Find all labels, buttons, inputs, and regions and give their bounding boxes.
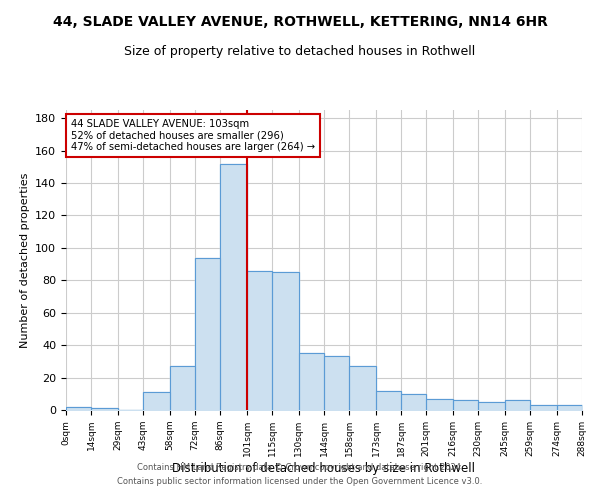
X-axis label: Distribution of detached houses by size in Rothwell: Distribution of detached houses by size … xyxy=(173,462,476,474)
Y-axis label: Number of detached properties: Number of detached properties xyxy=(20,172,29,348)
Text: 44 SLADE VALLEY AVENUE: 103sqm
52% of detached houses are smaller (296)
47% of s: 44 SLADE VALLEY AVENUE: 103sqm 52% of de… xyxy=(71,119,315,152)
Text: Contains public sector information licensed under the Open Government Licence v3: Contains public sector information licen… xyxy=(118,477,482,486)
Text: Contains HM Land Registry data © Crown copyright and database right 2024.: Contains HM Land Registry data © Crown c… xyxy=(137,464,463,472)
Text: Size of property relative to detached houses in Rothwell: Size of property relative to detached ho… xyxy=(124,45,476,58)
Text: 44, SLADE VALLEY AVENUE, ROTHWELL, KETTERING, NN14 6HR: 44, SLADE VALLEY AVENUE, ROTHWELL, KETTE… xyxy=(53,15,547,29)
